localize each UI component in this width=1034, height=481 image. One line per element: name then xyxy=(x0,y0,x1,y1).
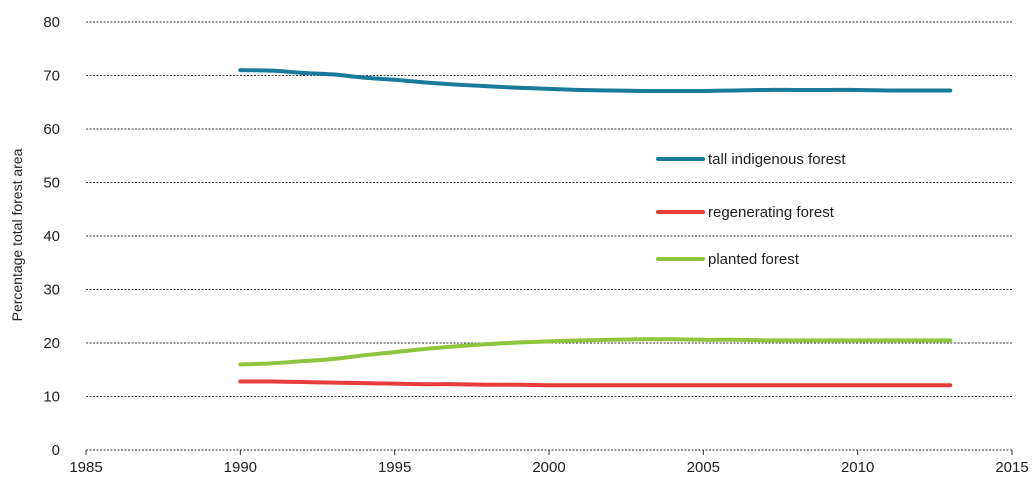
x-tick-label: 1985 xyxy=(69,459,102,476)
y-axis-title: Percentage total forest area xyxy=(9,148,25,321)
y-tick-label: 0 xyxy=(52,442,60,459)
legend-label: planted forest xyxy=(708,251,800,268)
series-line-planted-forest xyxy=(238,337,953,367)
legend-item-regenerating-forest: regenerating forest xyxy=(656,204,835,221)
series-line-tall-indigenous-forest xyxy=(238,68,953,94)
y-tick-label: 20 xyxy=(43,335,60,352)
x-tick-label: 2015 xyxy=(995,459,1028,476)
y-tick-label: 70 xyxy=(43,68,60,85)
axes: 0 10 20 30 40 50 60 70 80 1985 1990 1995 2000 2005 201… xyxy=(43,14,1028,476)
series-line-regenerating-forest xyxy=(238,379,953,388)
legend-label: tall indigenous forest xyxy=(708,151,846,168)
legend-item-tall-indigenous-forest: tall indigenous forest xyxy=(656,151,846,168)
gridlines xyxy=(86,21,1012,397)
y-tick-label: 60 xyxy=(43,121,60,138)
y-tick-label: 30 xyxy=(43,282,60,299)
y-tick-label: 50 xyxy=(43,175,60,192)
y-tick-label: 10 xyxy=(43,389,60,406)
legend-item-planted-forest: planted forest xyxy=(656,251,800,268)
x-tick-label: 1990 xyxy=(224,459,257,476)
series-lines xyxy=(238,68,953,388)
x-tick-label: 2010 xyxy=(841,459,874,476)
x-tick-label: 2000 xyxy=(532,459,565,476)
y-tick-label: 80 xyxy=(43,14,60,31)
x-tick-label: 1995 xyxy=(378,459,411,476)
legend-label: regenerating forest xyxy=(708,204,835,221)
y-tick-label: 40 xyxy=(43,228,60,245)
legend: tall indigenous forest regenerating fores… xyxy=(656,151,846,268)
x-tick-label: 2005 xyxy=(687,459,720,476)
